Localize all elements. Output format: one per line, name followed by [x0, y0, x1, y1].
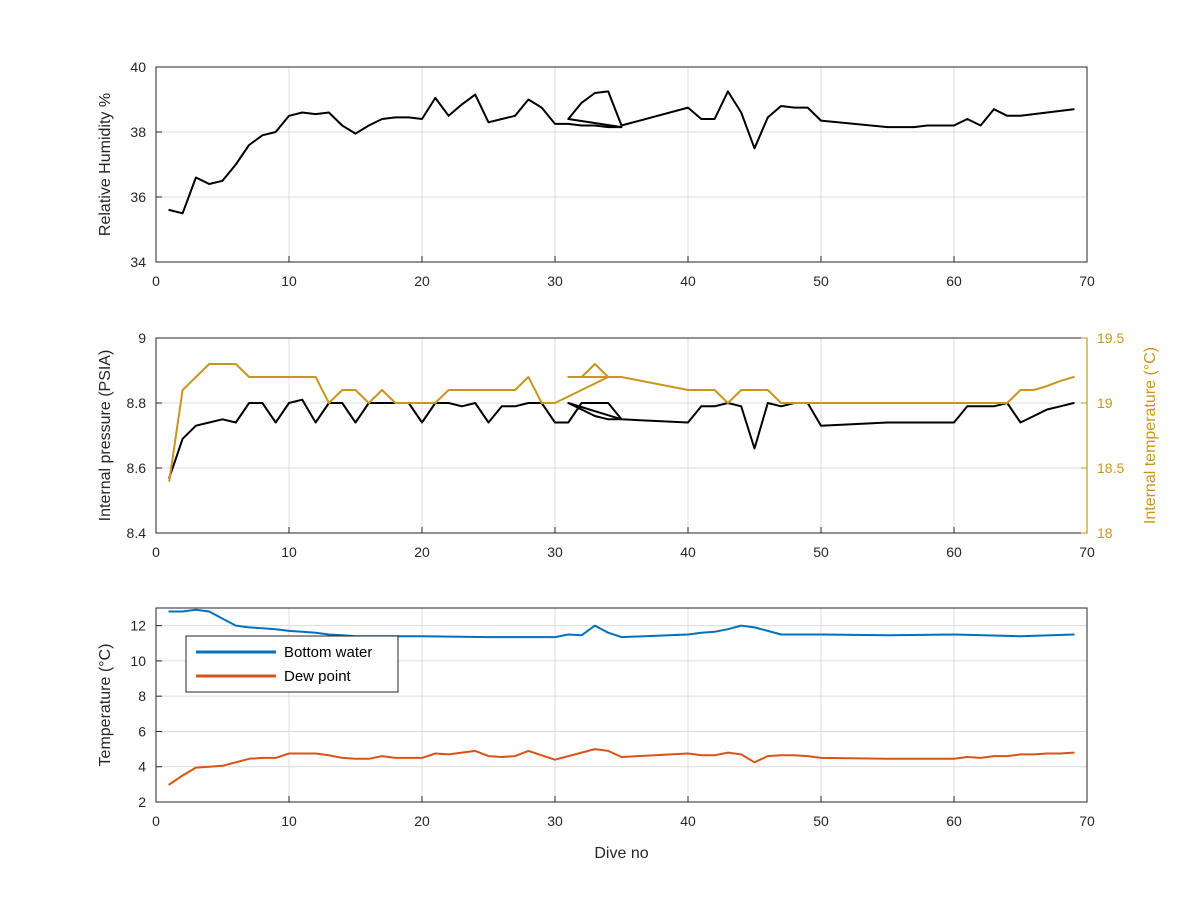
x-tick-label: 70 — [1079, 544, 1095, 560]
x-tick-label: 10 — [281, 273, 297, 289]
x-tick-label: 50 — [813, 273, 829, 289]
x-tick-label: 0 — [152, 813, 160, 829]
x-tick-label: 20 — [414, 273, 430, 289]
right-y-tick-label: 18 — [1097, 525, 1113, 541]
y-tick-label: 36 — [130, 189, 146, 205]
x-tick-label: 40 — [680, 273, 696, 289]
x-tick-label: 60 — [946, 544, 962, 560]
legend-label-bottom-water: Bottom water — [284, 644, 372, 661]
x-tick-label: 30 — [547, 544, 563, 560]
series-line-1-0 — [168, 398, 1075, 479]
y-tick-label: 6 — [138, 723, 146, 739]
legend-label-dew-point: Dew point — [284, 668, 352, 685]
x-tick-label: 60 — [946, 813, 962, 829]
humidity-series — [168, 90, 1075, 215]
y-tick-label: 4 — [138, 759, 146, 775]
humidity-panel: 0 10 20 30 40 50 60 70 34 36 38 40 Relative Humidi… — [97, 59, 1095, 289]
x-tick-label: 30 — [547, 813, 563, 829]
temperature-series — [168, 608, 1075, 786]
temperature-y-ticks: 2 4 6 8 10 12 — [130, 618, 162, 810]
y-tick-label: 2 — [138, 794, 146, 810]
right-y-tick-label: 18.5 — [1097, 460, 1124, 476]
temperature-y-axis-label: Temperature (°C) — [97, 644, 114, 767]
temperature-legend: Bottom water Dew point — [185, 635, 399, 693]
legend-box — [185, 635, 399, 693]
x-tick-label: 40 — [680, 544, 696, 560]
x-tick-label: 60 — [946, 273, 962, 289]
x-tick-label: 50 — [813, 544, 829, 560]
y-tick-label: 38 — [130, 124, 146, 140]
humidity-x-ticks: 0 10 20 30 40 50 60 70 — [152, 256, 1095, 289]
x-tick-label: 50 — [813, 813, 829, 829]
x-tick-label: 10 — [281, 544, 297, 560]
x-tick-label: 20 — [414, 813, 430, 829]
y-tick-label: 8.6 — [127, 460, 147, 476]
pressure-panel: 0 10 20 30 40 50 60 70 8.48.68.89 1818.51919.5 … — [97, 330, 1159, 560]
x-tick-label: 30 — [547, 273, 563, 289]
internal-temperature-y-axis-label: Internal temperature (°C) — [1142, 347, 1159, 524]
y-tick-label: 34 — [130, 254, 146, 270]
y-tick-label: 40 — [130, 59, 146, 75]
x-tick-label: 0 — [152, 273, 160, 289]
humidity-axes-box — [155, 66, 1088, 263]
humidity-y-axis-label: Relative Humidity % — [97, 93, 114, 236]
y-tick-label: 10 — [130, 653, 146, 669]
temperature-axes-box — [155, 607, 1088, 803]
y-tick-label: 8.8 — [127, 395, 147, 411]
y-tick-label: 8.4 — [127, 525, 147, 541]
right-y-tick-label: 19.5 — [1097, 330, 1124, 346]
x-tick-label: 0 — [152, 544, 160, 560]
y-tick-label: 12 — [130, 618, 146, 634]
series-line-0-0 — [168, 90, 1075, 215]
x-tick-label: 40 — [680, 813, 696, 829]
y-tick-label: 9 — [138, 330, 146, 346]
series-line-2-0 — [168, 608, 1075, 639]
series-line-2-1 — [168, 748, 1075, 786]
x-tick-label: 10 — [281, 813, 297, 829]
humidity-y-ticks: 34 36 38 40 — [130, 59, 162, 270]
temperature-panel: 0 10 20 30 40 50 60 70 2 4 6 8 10 12 Temperature (°C… — [97, 607, 1095, 862]
y-tick-label: 8 — [138, 688, 146, 704]
x-tick-label: 70 — [1079, 813, 1095, 829]
dive-no-x-axis-label: Dive no — [594, 845, 648, 862]
x-tick-label: 70 — [1079, 273, 1095, 289]
series-line-1-1 — [168, 363, 1075, 482]
pressure-y-axis-label: Internal pressure (PSIA) — [97, 350, 114, 522]
temperature-x-ticks: 0 10 20 30 40 50 60 70 — [152, 796, 1095, 829]
temperature-right-y-ticks: 18 18.5 19 19.5 — [1081, 330, 1124, 541]
pressure-x-ticks: 0 10 20 30 40 50 60 70 — [152, 527, 1095, 560]
pressure-series — [168, 363, 1075, 482]
right-y-tick-label: 19 — [1097, 395, 1113, 411]
x-tick-label: 20 — [414, 544, 430, 560]
pressure-y-ticks: 8.4 8.6 8.8 9 — [127, 330, 162, 541]
